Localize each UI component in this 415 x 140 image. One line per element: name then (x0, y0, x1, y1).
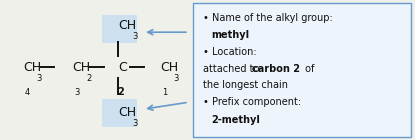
FancyBboxPatch shape (102, 15, 137, 43)
Text: 2: 2 (86, 74, 92, 83)
Text: the longest chain: the longest chain (203, 80, 288, 90)
Text: 3: 3 (132, 32, 137, 41)
Text: 3: 3 (37, 74, 42, 83)
FancyBboxPatch shape (193, 3, 411, 137)
Text: 3: 3 (132, 119, 137, 128)
Text: methyl: methyl (211, 30, 249, 40)
Text: CH: CH (118, 19, 137, 32)
Text: of: of (302, 64, 315, 74)
FancyBboxPatch shape (102, 99, 137, 127)
Text: • Prefix component:: • Prefix component: (203, 97, 301, 107)
Text: CH: CH (73, 61, 91, 74)
Text: 2: 2 (117, 87, 124, 97)
Text: 4: 4 (25, 88, 30, 97)
Text: 3: 3 (75, 88, 80, 97)
Text: CH: CH (23, 61, 41, 74)
Text: • Location:: • Location: (203, 47, 257, 57)
Text: • Name of the alkyl group:: • Name of the alkyl group: (203, 13, 333, 23)
Text: 3: 3 (173, 74, 179, 83)
Text: carbon 2: carbon 2 (252, 64, 300, 74)
Text: CH: CH (118, 106, 137, 118)
Text: CH: CH (160, 61, 178, 74)
Text: 2-methyl: 2-methyl (211, 115, 260, 125)
Text: attached to: attached to (203, 64, 263, 74)
Text: C: C (118, 61, 127, 74)
Text: 1: 1 (162, 88, 167, 97)
